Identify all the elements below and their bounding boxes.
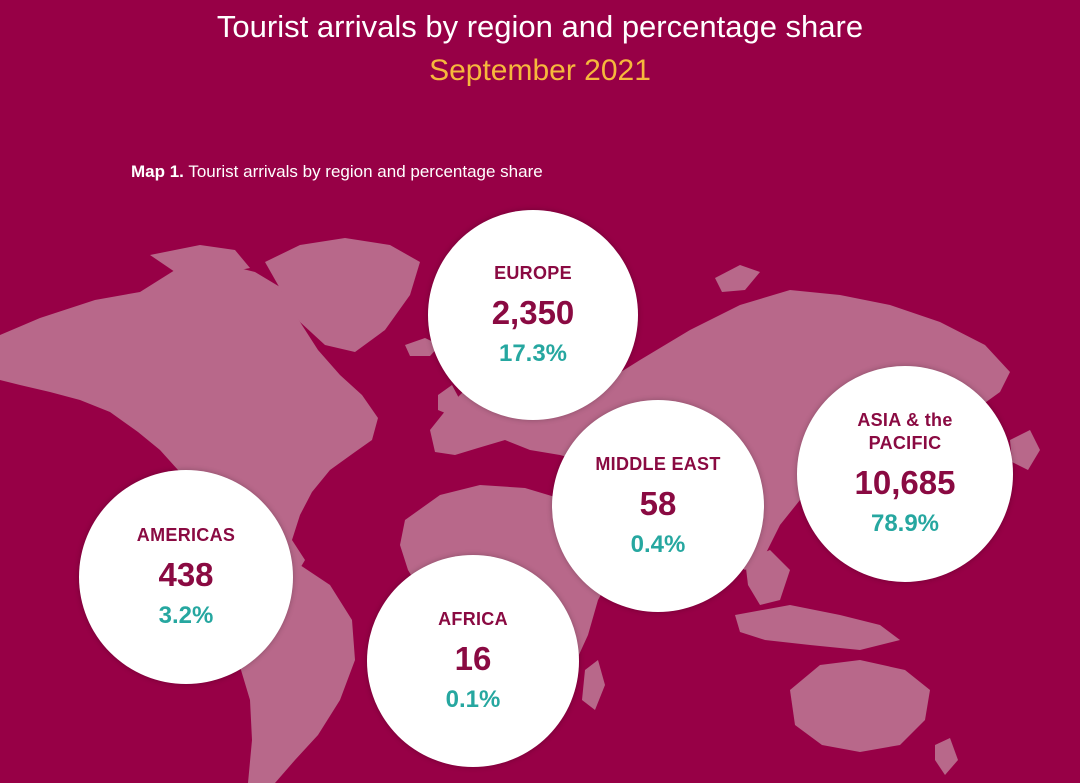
landmass-novaya-zemlya: [715, 265, 760, 292]
region-bubble-europe: EUROPE 2,350 17.3%: [428, 210, 638, 420]
landmass-british-isles: [438, 385, 460, 415]
region-arrivals: 438: [158, 555, 214, 593]
region-label: AMERICAS: [136, 524, 236, 545]
map-caption: Map 1. Tourist arrivals by region and pe…: [131, 161, 543, 183]
map-caption-prefix: Map 1.: [131, 162, 184, 181]
region-label: MIDDLE EAST: [595, 453, 721, 474]
landmass-japan: [1010, 430, 1040, 470]
region-bubble-africa: AFRICA 16 0.1%: [367, 555, 579, 767]
landmass-madagascar: [582, 660, 605, 710]
region-share: 0.1%: [445, 685, 501, 713]
landmass-greenland: [265, 238, 420, 352]
region-arrivals: 16: [454, 639, 492, 677]
region-share: 3.2%: [158, 601, 214, 629]
landmass-indonesia: [735, 605, 900, 650]
region-arrivals: 58: [639, 484, 677, 522]
region-label: EUROPE: [494, 262, 572, 283]
region-label: ASIA & the PACIFIC: [857, 410, 953, 453]
region-share: 17.3%: [498, 339, 568, 367]
region-arrivals: 2,350: [491, 293, 575, 331]
landmass-north-america: [0, 262, 378, 575]
map-caption-text: Tourist arrivals by region and percentag…: [188, 162, 543, 181]
landmass-arctic-islands: [150, 245, 250, 275]
region-arrivals: 10,685: [854, 464, 956, 501]
page-title: Tourist arrivals by region and percentag…: [216, 9, 864, 44]
region-bubble-middle-east: MIDDLE EAST 58 0.4%: [552, 400, 764, 612]
region-share: 0.4%: [630, 530, 686, 558]
page-subtitle: September 2021: [429, 54, 651, 87]
region-share: 78.9%: [870, 510, 940, 537]
landmass-indochina: [745, 550, 790, 605]
region-bubble-americas: AMERICAS 438 3.2%: [79, 470, 293, 684]
region-label: AFRICA: [438, 608, 508, 629]
landmass-australia: [790, 660, 930, 752]
landmass-new-zealand: [935, 738, 958, 775]
region-bubble-asia-pacific: ASIA & the PACIFIC 10,685 78.9%: [797, 366, 1013, 582]
